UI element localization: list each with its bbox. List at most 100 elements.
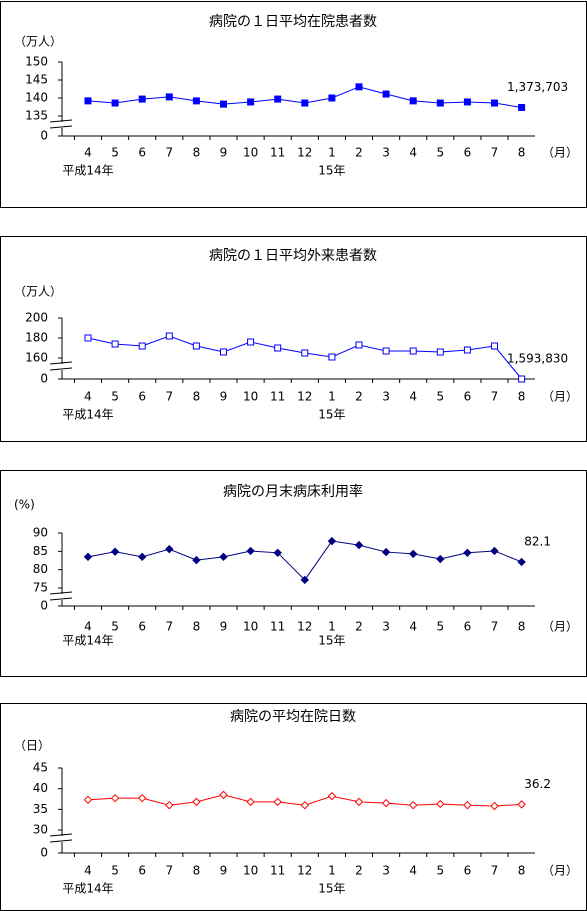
marker [517, 557, 526, 567]
x-tick-label: 9 [220, 146, 228, 160]
x-tick-label: 4 [409, 390, 417, 404]
x-tick-label: 12 [297, 620, 312, 634]
x-tick-label: 9 [220, 620, 228, 634]
marker [137, 552, 147, 562]
chart-title: 病院の月末病床利用率 [223, 483, 363, 500]
marker [246, 797, 255, 807]
y-tick-label: 35 [33, 802, 48, 816]
x-tick-label: 8 [193, 864, 201, 878]
marker [436, 99, 444, 107]
marker [491, 99, 498, 107]
y-tick-label: 90 [33, 526, 48, 540]
x-tick-label: 10 [243, 864, 258, 878]
marker [491, 342, 498, 350]
value-label: 82.1 [524, 534, 551, 548]
x-tick-label: 1 [328, 146, 336, 160]
x-tick-label: 5 [436, 864, 444, 878]
year-label: 平成14年 [62, 164, 113, 178]
x-tick-label: 8 [193, 620, 201, 634]
marker [354, 797, 364, 807]
data-line [87, 540, 522, 581]
x-tick-label: 7 [165, 864, 173, 878]
marker [138, 95, 146, 103]
y-tick-label: 160 [25, 351, 48, 365]
chart-frame [0, 703, 587, 911]
x-tick-label: 11 [270, 390, 285, 404]
value-label: 36.2 [524, 777, 551, 791]
x-tick-label: 4 [409, 146, 417, 160]
marker [273, 797, 282, 807]
y-tick-label: 0 [40, 372, 48, 386]
x-tick-label: 4 [409, 620, 417, 634]
marker [436, 799, 445, 809]
marker [517, 800, 526, 809]
x-axis-label: （月） [542, 390, 578, 404]
marker [84, 334, 92, 342]
x-tick-label: 5 [436, 390, 444, 404]
chart-title: 病院の１日平均外来患者数 [209, 248, 377, 264]
value-label: 1,373,703 [507, 80, 568, 94]
year-label: 15年 [318, 164, 345, 178]
x-tick-label: 5 [111, 864, 119, 878]
axis-break [49, 597, 73, 601]
marker [463, 800, 472, 810]
x-tick-label: 8 [518, 864, 526, 878]
x-tick-label: 11 [270, 146, 285, 160]
marker [408, 549, 418, 559]
x-tick-label: 6 [138, 864, 146, 878]
x-tick-label: 4 [409, 864, 417, 878]
y-tick-label: 0 [40, 846, 48, 860]
x-tick-label: 2 [355, 146, 363, 160]
x-tick-label: 9 [220, 864, 228, 878]
marker [490, 801, 499, 811]
x-tick-label: 5 [436, 620, 444, 634]
marker [327, 536, 337, 546]
y-axis-label: （万人） [14, 285, 62, 299]
chart-title: 病院の平均在院日数 [230, 709, 356, 725]
marker [355, 341, 363, 349]
x-tick-label: 3 [382, 864, 390, 878]
marker [409, 347, 417, 355]
x-tick-label: 12 [297, 390, 312, 404]
y-tick-label: 145 [25, 73, 48, 87]
marker [165, 544, 174, 554]
x-axis-label: （月） [542, 620, 578, 634]
x-tick-label: 5 [111, 146, 119, 160]
x-tick-label: 6 [138, 390, 146, 404]
x-tick-label: 10 [243, 620, 258, 634]
x-tick-label: 5 [111, 620, 119, 634]
marker [408, 800, 418, 810]
x-tick-label: 7 [165, 390, 173, 404]
marker [300, 575, 310, 585]
value-label: 1,593,830 [507, 352, 568, 366]
y-tick-label: 85 [33, 544, 48, 558]
year-label: 平成14年 [62, 634, 113, 648]
year-label: 15年 [318, 882, 345, 896]
y-axis-label: （万人） [14, 35, 62, 49]
x-tick-label: 3 [382, 390, 390, 404]
x-tick-label: 4 [84, 390, 92, 404]
x-tick-label: 8 [193, 146, 201, 160]
marker [274, 344, 282, 352]
y-tick-label: 30 [33, 823, 48, 837]
marker [518, 375, 526, 383]
x-tick-label: 6 [464, 620, 472, 634]
y-tick-label: 150 [25, 55, 48, 69]
x-tick-label: 7 [491, 390, 499, 404]
y-tick-label: 0 [40, 129, 48, 143]
axis-break [49, 839, 73, 843]
marker [110, 793, 120, 803]
x-axis-label: （月） [542, 864, 578, 878]
marker [83, 795, 93, 805]
marker [247, 338, 255, 346]
marker [274, 95, 282, 103]
marker [165, 93, 173, 101]
marker [300, 800, 310, 810]
x-tick-label: 6 [138, 146, 146, 160]
axis-break [49, 833, 73, 837]
axis-break [49, 591, 73, 595]
marker [83, 552, 93, 562]
marker [137, 793, 147, 803]
